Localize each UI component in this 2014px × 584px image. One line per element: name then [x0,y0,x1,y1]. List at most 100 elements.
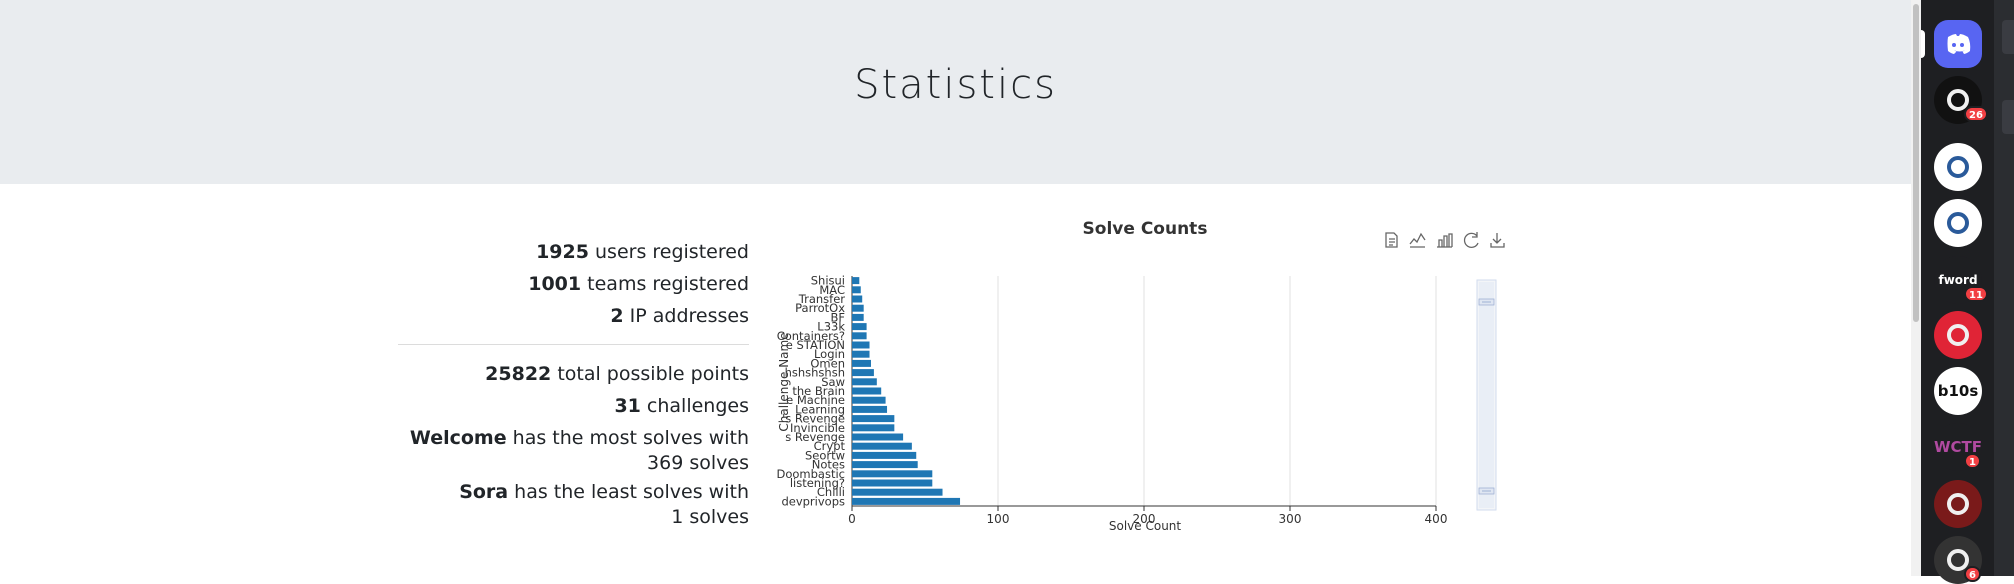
users-label: users registered [588,241,749,263]
bar-22[interactable] [852,295,863,303]
line-chart-icon[interactable] [1408,232,1426,250]
most-solved-count: 369 solves [647,452,749,474]
bar-16[interactable] [852,350,870,358]
bar-2[interactable] [852,479,933,487]
bar-3[interactable] [852,470,933,478]
users-count: 1925 [536,241,589,263]
server-shield-glyph [1947,156,1969,178]
y-tick-label: listening? [790,476,845,490]
server-dark-red-icon[interactable] [1934,480,1982,528]
y-tick-label: e Machine [786,393,845,407]
bar-15[interactable] [852,359,871,367]
bar-12[interactable] [852,387,882,395]
least-solved-stat: Sora has the least solves with 1 solves [398,480,749,530]
bar-18[interactable] [852,332,867,340]
bar-5[interactable] [852,451,917,459]
server-wctf-label: WCTF [1933,438,1983,456]
bar-1[interactable] [852,488,943,496]
ip-count: 2 [610,305,624,327]
data-zoom-slider[interactable] [1476,279,1497,511]
y-tick-label: e STATION [786,338,845,352]
x-tick-label: 100 [987,512,1010,526]
bar-20[interactable] [852,313,864,321]
teams-label: teams registered [581,273,749,295]
bar-8[interactable] [852,424,895,432]
server-bird-glyph [1947,212,1969,234]
bar-21[interactable] [852,304,864,312]
stats-divider [398,344,749,345]
chart-grid [851,276,1437,507]
challenges-label: challenges [640,395,749,417]
bar-19[interactable] [852,323,867,331]
y-tick-label: Omen [810,356,845,370]
channel-edge-tab [2002,100,2014,134]
bar-23[interactable] [852,286,861,294]
most-solved-name: Welcome [409,427,507,449]
y-tick-label: Doombastic [777,467,846,481]
server-ring-glyph [1947,89,1969,111]
save-image-icon[interactable] [1488,232,1506,250]
page-header: Statistics [0,0,1911,184]
bar-9[interactable] [852,415,895,423]
x-tick-label: 0 [848,512,856,526]
zoom-handle-top[interactable] [1478,298,1495,306]
least-solved-text: has the least solves with [508,481,749,503]
restore-icon[interactable] [1462,232,1480,250]
teams-stat: 1001 teams registered [398,268,749,300]
zoom-handle-bottom[interactable] [1478,487,1495,495]
y-tick-label: Learning [795,402,845,416]
x-tick-label: 400 [1425,512,1448,526]
server-dark-red-glyph [1947,493,1969,515]
bar-13[interactable] [852,378,877,386]
teams-count: 1001 [528,273,582,295]
y-tick-label: Shisui [811,274,845,288]
discord-channel-edge [1994,0,2014,576]
bar-11[interactable] [852,396,886,404]
y-tick-label: Invincible [790,421,845,435]
server-fword-label: fword [1938,273,1978,287]
unread-badge: 1 [1964,453,1981,469]
y-tick-label: the Brain [792,384,845,398]
y-tick-label: s Revenge [785,430,845,444]
x-tick-label: 300 [1279,512,1302,526]
ip-label: IP addresses [623,305,749,327]
server-shield-icon[interactable] [1934,143,1982,191]
scrollbar-thumb[interactable] [1913,4,1919,322]
page-scrollbar[interactable] [1911,0,1921,576]
points-stat: 25822 total possible points [398,358,749,390]
y-tick-label: Containers? [777,329,845,343]
most-solved-stat: Welcome has the most solves with 369 solv… [398,426,749,476]
server-c-glyph [1947,549,1969,571]
bar-24[interactable] [852,277,860,285]
y-tick-label: hshshshsh [785,366,845,380]
y-tick-label: Login [814,347,845,361]
chart-y-labels: devprivopsChillilistening?DoombasticNote… [777,274,846,509]
chart-bars [852,277,961,505]
y-tick-label: 's Revenge [782,412,845,426]
server-b10s-icon[interactable]: b10s [1934,367,1982,415]
bar-0[interactable] [852,497,961,505]
data-view-icon[interactable] [1382,232,1400,250]
points-count: 25822 [485,363,552,385]
server-b10s-label: b10s [1937,382,1979,400]
bar-14[interactable] [852,369,874,377]
bar-7[interactable] [852,433,904,441]
bar-17[interactable] [852,341,870,349]
channel-edge-tab [2002,20,2014,54]
server-red-crest-glyph [1947,324,1969,346]
y-tick-label: ParrotOx [795,301,845,315]
discord-home-icon[interactable] [1934,20,1982,68]
y-tick-label: L33k [817,320,845,334]
chart-x-ticks: 0 100 200 300 400 [848,506,1447,526]
bar-4[interactable] [852,461,918,469]
bar-6[interactable] [852,442,912,450]
active-server-indicator [1921,30,1925,58]
server-red-crest-icon[interactable] [1934,311,1982,359]
server-bird-icon[interactable] [1934,199,1982,247]
bar-chart-icon[interactable] [1435,232,1453,250]
points-label: total possible points [551,363,749,385]
chart-title: Solve Counts [1083,219,1208,239]
bar-10[interactable] [852,405,888,413]
solve-counts-chart: Solve Counts devprivopsChillilistening?D… [777,219,1506,533]
page-title: Statistics [854,62,1057,108]
